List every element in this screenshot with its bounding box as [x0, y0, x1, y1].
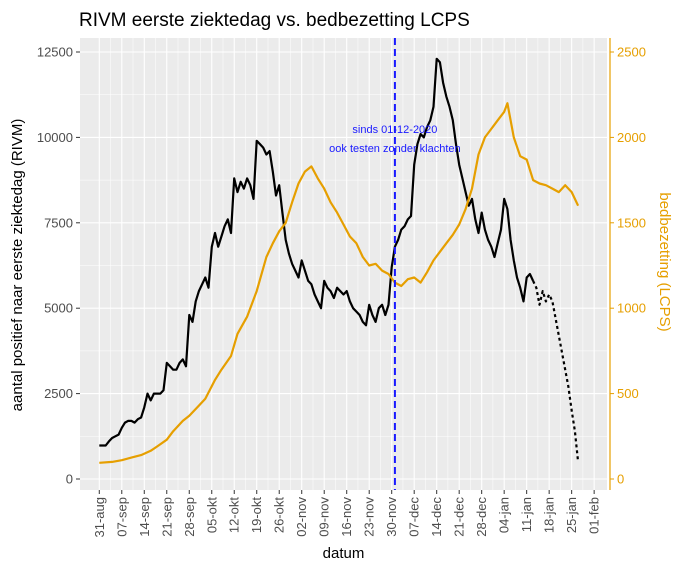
x-tick-label: 31-aug	[92, 497, 107, 537]
x-tick-label: 07-sep	[114, 497, 129, 537]
y-axis-right-title: bedbezetting (LCPS)	[656, 192, 673, 331]
x-tick-label: 16-nov	[339, 497, 354, 537]
y-right-tick-label: 500	[617, 386, 639, 401]
x-tick-label: 07-dec	[407, 497, 422, 537]
x-tick-label: 26-okt	[272, 497, 287, 534]
x-tick-label: 01-feb	[587, 497, 602, 534]
vline-label-1: sinds 01-12-2020	[352, 124, 437, 136]
vline-label-2: ook testen zonder klachten	[329, 143, 460, 155]
y-left-tick-label: 0	[66, 472, 73, 487]
y-right-tick-label: 0	[617, 472, 624, 487]
x-axis-title: datum	[323, 545, 365, 562]
x-tick-label: 14-dec	[429, 497, 444, 537]
y-right-tick-label: 2000	[617, 130, 646, 145]
y-left-tick-label: 12500	[37, 45, 73, 60]
plot-panel	[80, 38, 607, 490]
y-left-tick-label: 10000	[37, 130, 73, 145]
x-tick-label: 30-nov	[384, 497, 399, 537]
y-right-tick-label: 1000	[617, 301, 646, 316]
x-tick-label: 18-jan	[542, 497, 557, 533]
x-tick-label: 05-okt	[204, 497, 219, 534]
x-tick-label: 11-jan	[519, 497, 534, 532]
y-left-tick-label: 5000	[44, 301, 73, 316]
x-tick-label: 04-jan	[497, 497, 512, 533]
y-right-tick-label: 1500	[617, 215, 646, 230]
x-tick-label: 09-nov	[317, 497, 332, 537]
x-tick-label: 19-okt	[249, 497, 264, 534]
x-tick-label: 28-sep	[182, 497, 197, 537]
x-tick-label: 02-nov	[294, 497, 309, 537]
y-axis-left-title: aantal positief naar eerste ziektedag (R…	[9, 119, 26, 412]
x-tick-label: 14-sep	[137, 497, 152, 537]
y-right-tick-label: 2500	[617, 45, 646, 60]
x-tick-label: 21-sep	[159, 497, 174, 537]
y-left-tick-label: 7500	[44, 215, 73, 230]
x-tick-label: 28-dec	[474, 497, 489, 537]
y-axis-left: 0 2500 5000 7500 10000 12500	[37, 45, 80, 487]
x-tick-label: 12-okt	[227, 497, 242, 534]
y-left-tick-label: 2500	[44, 386, 73, 401]
x-axis: 31-aug 07-sep 14-sep 21-sep 28-sep 05-okt 12-o…	[92, 490, 602, 537]
y-axis-right: 0 500 1000 1500 2000 2500	[610, 38, 646, 490]
x-tick-label: 21-dec	[452, 497, 467, 537]
x-tick-label: 25-jan	[564, 497, 579, 533]
chart-title: RIVM eerste ziektedag vs. bedbezetting L…	[79, 10, 470, 31]
x-tick-label: 23-nov	[362, 497, 377, 537]
